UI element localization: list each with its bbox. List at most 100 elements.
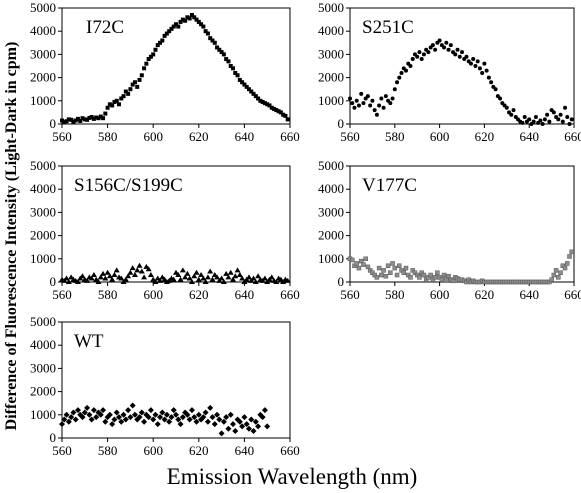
data-point [127, 414, 134, 421]
data-point [93, 414, 100, 421]
data-point [138, 409, 145, 416]
data-point [486, 75, 491, 80]
data-point [179, 267, 186, 273]
data-point [184, 411, 191, 418]
data-point [163, 411, 170, 418]
data-point [250, 275, 257, 281]
x-tick-label: 640 [519, 129, 539, 144]
data-point [244, 84, 249, 89]
x-tick-label: 660 [564, 287, 581, 302]
data-point [215, 45, 220, 50]
data-point [457, 54, 462, 59]
x-tick-label: 620 [189, 287, 209, 302]
x-tick-label: 600 [430, 129, 450, 144]
data-point [482, 61, 487, 66]
data-point [225, 274, 232, 280]
data-point [527, 117, 532, 122]
y-tick-label: 0 [338, 116, 345, 131]
x-tick-label: 640 [235, 287, 255, 302]
data-point [59, 421, 65, 428]
data-point [230, 421, 236, 428]
data-point [361, 101, 366, 106]
data-point [157, 414, 164, 421]
data-point [88, 275, 95, 281]
data-point [547, 119, 552, 124]
data-point [258, 98, 263, 103]
x-tick-label: 600 [430, 287, 450, 302]
data-point [136, 414, 143, 421]
y-tick-label: 3000 [30, 46, 56, 61]
data-point [509, 112, 514, 117]
x-tick-label: 660 [280, 443, 300, 458]
data-point [442, 45, 447, 50]
x-tick-label: 560 [52, 443, 72, 458]
data-point [415, 54, 420, 59]
data-point [368, 103, 373, 108]
data-point [80, 116, 85, 121]
data-point [175, 272, 182, 278]
data-point [376, 265, 382, 271]
data-point [103, 111, 108, 116]
x-tick-label: 580 [98, 287, 118, 302]
data-point [120, 411, 127, 418]
x-tick-label: 660 [564, 129, 581, 144]
data-point [150, 416, 157, 423]
data-point [455, 47, 460, 52]
data-point [168, 414, 175, 421]
x-tick-label: 640 [235, 129, 255, 144]
data-point [372, 108, 377, 113]
data-point [62, 120, 67, 125]
x-tick-label: 580 [385, 287, 405, 302]
data-point [563, 105, 568, 110]
data-point [273, 279, 280, 284]
data-point [110, 103, 115, 108]
data-point [174, 22, 178, 27]
data-point [188, 279, 195, 284]
data-point [237, 77, 242, 82]
data-point [118, 418, 125, 425]
panel-3: 560 580 600 620 640 660 0 1000 2000 3000 4000 5000 V… [318, 158, 581, 302]
data-point [128, 87, 133, 92]
data-point [374, 275, 380, 280]
data-point [183, 18, 188, 23]
data-point [129, 402, 136, 409]
data-point [182, 274, 189, 280]
x-tick-label: 620 [475, 129, 495, 144]
data-point [401, 270, 407, 275]
data-point [104, 269, 111, 275]
data-point [179, 414, 186, 421]
data-point [201, 24, 206, 29]
data-point [204, 274, 211, 280]
data-point [553, 268, 559, 273]
x-tick-label: 560 [52, 129, 72, 144]
data-point [283, 113, 288, 118]
data-point [193, 418, 200, 425]
data-point [533, 115, 538, 120]
data-point [228, 64, 233, 68]
data-point [475, 59, 480, 64]
data-point [130, 82, 135, 87]
data-point [95, 279, 102, 284]
data-point [439, 277, 445, 282]
data-point [421, 52, 426, 57]
y-tick-label: 3000 [30, 204, 56, 219]
panel-4: 560 580 600 620 640 660 0 1000 2000 3000 4000 5000 W… [30, 314, 300, 458]
data-point [90, 407, 97, 414]
data-point [151, 52, 156, 57]
data-point [392, 265, 398, 271]
data-point [511, 108, 516, 113]
data-point [196, 19, 201, 24]
data-point [136, 262, 143, 268]
data-point [178, 19, 183, 24]
data-point [180, 17, 185, 22]
x-tick-label: 620 [189, 443, 209, 458]
panels: 560 580 600 620 640 660 0 1000 2000 3000 4000 5000 I… [30, 0, 581, 458]
data-point [262, 101, 267, 106]
data-point [261, 275, 268, 281]
data-point [224, 57, 229, 62]
data-point [63, 411, 70, 418]
data-point [125, 273, 132, 279]
data-point [162, 33, 167, 38]
y-tick-label: 4000 [30, 181, 56, 196]
data-point [255, 273, 262, 279]
